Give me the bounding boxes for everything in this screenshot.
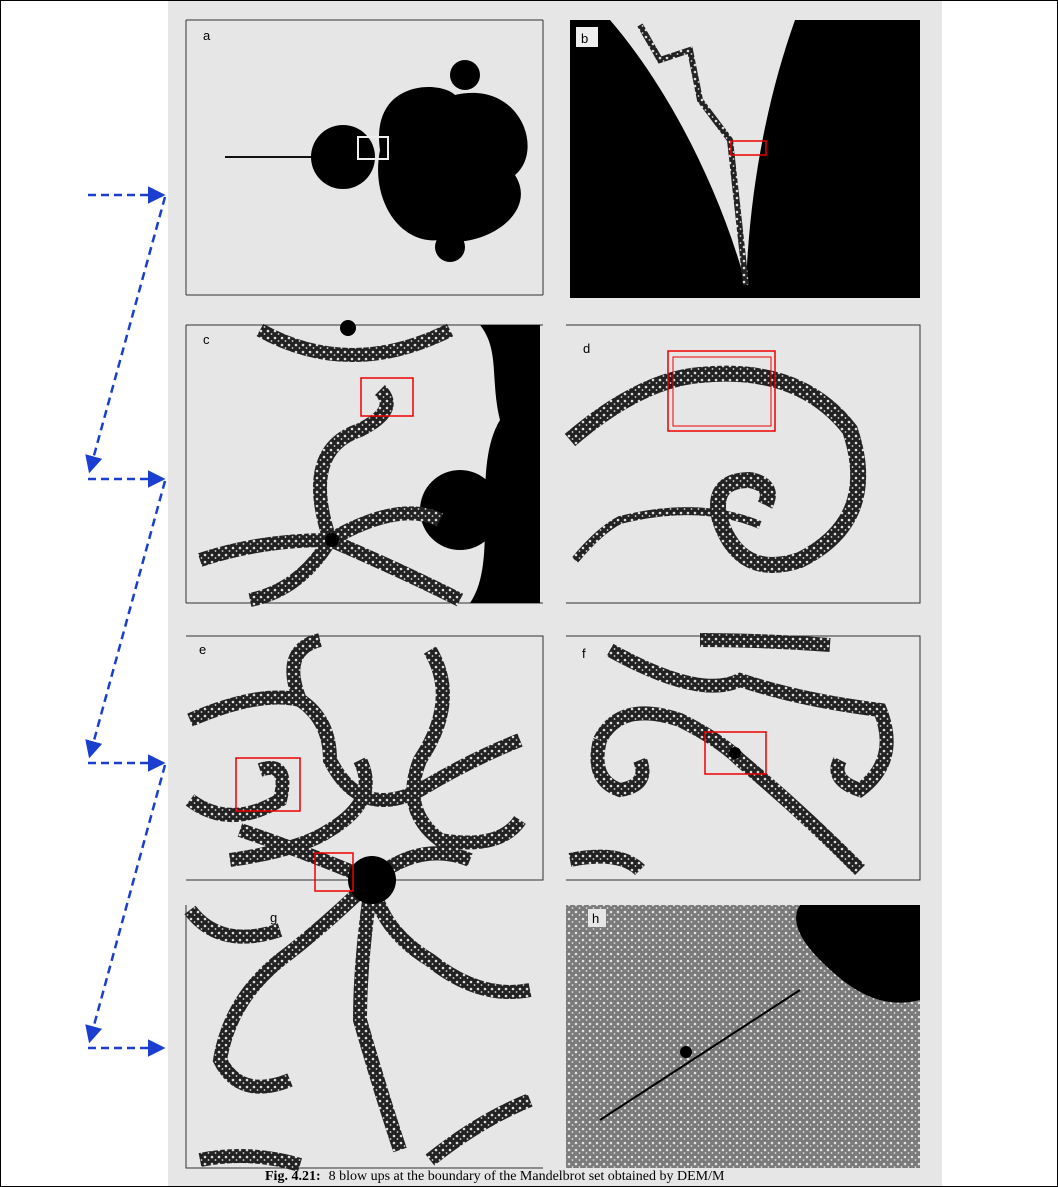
panel-d (564, 324, 921, 604)
panel-g (184, 823, 543, 1172)
panel-label: h (592, 911, 599, 926)
panel-label: g (270, 910, 277, 925)
panel-label: c (203, 332, 210, 347)
panel-label: b (581, 31, 588, 46)
panel-h (566, 905, 920, 1168)
panel-label: d (583, 341, 590, 356)
panel-b (570, 20, 920, 298)
panel-e (185, 633, 544, 881)
panel-c (185, 320, 543, 607)
panel-label: e (199, 642, 206, 657)
caption: Fig. 4.21: 8 blow ups at the boundary of … (265, 1169, 725, 1184)
caption-label: Fig. 4.21: (265, 1169, 321, 1184)
panel-a (185, 19, 544, 296)
panel-label: a (203, 28, 211, 43)
panel-f (566, 633, 921, 881)
caption-text: 8 blow ups at the boundary of the Mandel… (329, 1169, 725, 1184)
panel-label: f (582, 646, 586, 661)
navigation-arrows (85, 186, 167, 1057)
